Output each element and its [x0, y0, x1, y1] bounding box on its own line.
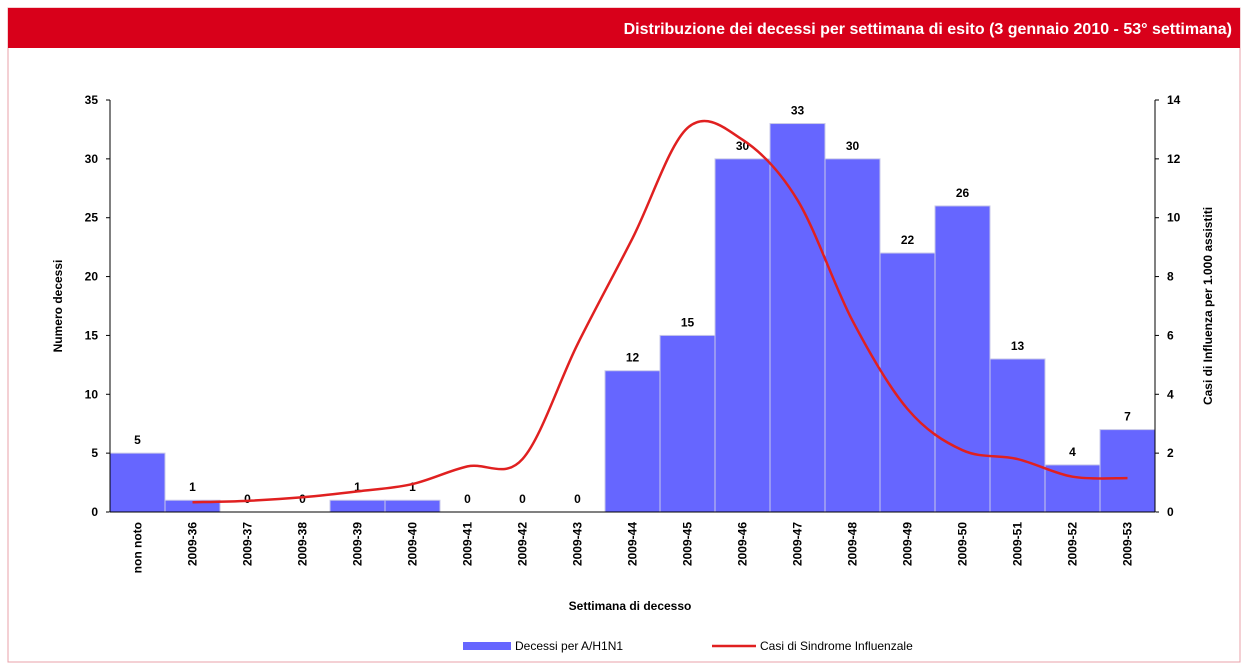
data-label: 0 — [464, 492, 471, 506]
data-label: 5 — [134, 433, 141, 447]
data-label: 1 — [354, 480, 361, 494]
y2-tick-label: 6 — [1167, 328, 1174, 342]
data-label: 15 — [681, 315, 695, 329]
y2-tick-label: 14 — [1167, 93, 1181, 107]
x-tick-label: 2009-36 — [186, 522, 200, 566]
data-label: 0 — [574, 492, 581, 506]
y2-tick-label: 10 — [1167, 211, 1181, 225]
x-tick-label: 2009-49 — [901, 522, 915, 566]
x-tick-label: 2009-51 — [1011, 522, 1025, 566]
bar — [1099, 429, 1156, 513]
data-label: 12 — [626, 351, 640, 365]
legend-label: Casi di Sindrome Influenzale — [760, 639, 913, 653]
y-tick-label: 15 — [85, 328, 99, 342]
bar — [714, 158, 771, 513]
y-tick-label: 0 — [91, 505, 98, 519]
data-label: 33 — [791, 104, 805, 118]
data-label: 4 — [1069, 445, 1076, 459]
x-tick-label: 2009-52 — [1066, 522, 1080, 566]
y-tick-label: 30 — [85, 152, 99, 166]
data-label: 0 — [299, 492, 306, 506]
x-tick-label: 2009-48 — [846, 522, 860, 566]
y2-tick-label: 8 — [1167, 270, 1174, 284]
y2-axis-title: Casi di Influenza per 1.000 assistiti — [1201, 207, 1215, 405]
y-tick-label: 35 — [85, 93, 99, 107]
x-tick-label: 2009-46 — [736, 522, 750, 566]
x-tick-label: 2009-47 — [791, 522, 805, 566]
x-tick-label: 2009-44 — [626, 522, 640, 566]
y2-tick-label: 4 — [1167, 387, 1174, 401]
x-tick-label: 2009-50 — [956, 522, 970, 566]
bar — [989, 358, 1046, 513]
y2-tick-label: 0 — [1167, 505, 1174, 519]
x-tick-label: 2009-41 — [461, 522, 475, 566]
data-label: 0 — [244, 492, 251, 506]
bar — [659, 334, 716, 513]
y2-tick-label: 2 — [1167, 446, 1174, 460]
y-tick-label: 5 — [91, 446, 98, 460]
x-axis-title: Settimana di decesso — [569, 599, 692, 613]
x-tick-label: 2009-53 — [1121, 522, 1135, 566]
bar — [384, 499, 441, 513]
bar — [109, 452, 166, 513]
data-label: 22 — [901, 233, 915, 247]
x-tick-label: 2009-45 — [681, 522, 695, 566]
data-label: 1 — [189, 480, 196, 494]
bar — [769, 123, 826, 513]
y-axis-title: Numero decessi — [51, 260, 65, 353]
y-tick-label: 20 — [85, 270, 99, 284]
x-tick-label: 2009-39 — [351, 522, 365, 566]
x-tick-label: 2009-43 — [571, 522, 585, 566]
x-tick-label: 2009-37 — [241, 522, 255, 566]
y-tick-label: 10 — [85, 387, 99, 401]
chart-title: Distribuzione dei decessi per settimana … — [624, 21, 1232, 38]
data-label: 13 — [1011, 339, 1025, 353]
bar — [824, 158, 881, 513]
data-label: 1 — [409, 480, 416, 494]
bar — [604, 370, 661, 513]
header-bar — [8, 8, 1240, 48]
data-label: 26 — [956, 186, 970, 200]
x-tick-label: 2009-42 — [516, 522, 530, 566]
line — [192, 119, 1128, 504]
legend-swatch — [463, 642, 511, 650]
y-tick-label: 25 — [85, 211, 99, 225]
data-label: 7 — [1124, 410, 1131, 424]
x-tick-label: non noto — [131, 522, 145, 573]
data-label: 30 — [846, 139, 860, 153]
x-tick-label: 2009-38 — [296, 522, 310, 566]
y2-tick-label: 12 — [1167, 152, 1181, 166]
legend-label: Decessi per A/H1N1 — [515, 639, 623, 653]
bar — [329, 499, 386, 513]
data-label: 0 — [519, 492, 526, 506]
x-tick-label: 2009-40 — [406, 522, 420, 566]
bar — [934, 205, 991, 513]
